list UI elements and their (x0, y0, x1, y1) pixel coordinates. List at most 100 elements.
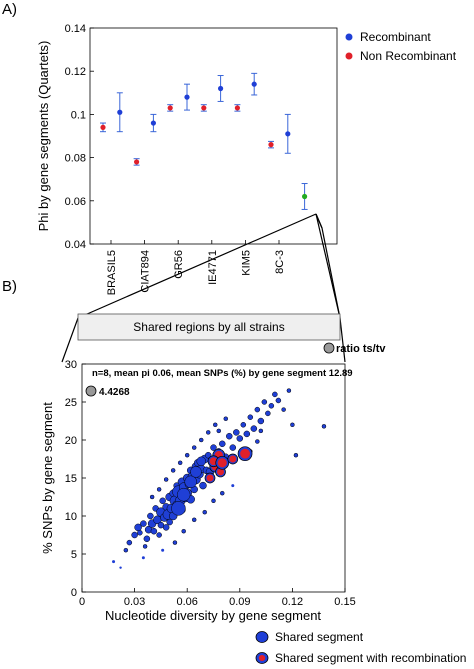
snp-point-recomb-inner (209, 457, 218, 466)
snp-point (143, 535, 151, 543)
snp-point (159, 497, 166, 505)
snp-point (190, 466, 202, 478)
snp-point (281, 407, 286, 412)
phi-point (285, 131, 291, 137)
snp-point (204, 451, 212, 459)
snp-point (137, 529, 143, 536)
snp-point (290, 422, 295, 428)
legend-shared-recomb-inner (258, 655, 266, 661)
snp-point (258, 428, 264, 434)
legend-nonrecombinant-marker (345, 52, 353, 60)
legend-shared-marker (255, 631, 269, 643)
snp-point (243, 430, 251, 438)
legend-recombinant-label: Recombinant (360, 30, 431, 44)
snp-point-recomb-inner (217, 458, 227, 468)
size-legend-label: 4.4268 (99, 387, 130, 398)
snp-point (123, 547, 129, 553)
snp-point (272, 391, 278, 398)
snp-point (131, 531, 138, 539)
snp-point (216, 428, 222, 434)
snp-point-recomb-inner (229, 455, 237, 463)
snp-point (191, 517, 197, 523)
phi-point (251, 81, 257, 87)
snp-point (184, 452, 190, 458)
snp-point (163, 477, 169, 482)
panel-label-b: B) (2, 278, 17, 295)
snp-point (205, 430, 211, 435)
snp-point (112, 560, 116, 564)
snp-point (261, 399, 268, 405)
snp-point (231, 484, 235, 488)
snp-ytick-label: 20 (65, 435, 77, 447)
snp-point-recomb-inner (240, 448, 250, 459)
snp-point (219, 440, 226, 448)
snp-point (150, 527, 158, 535)
snp-point (170, 468, 176, 473)
size-legend-marker (85, 385, 97, 397)
snp-point (142, 544, 148, 549)
snp-point (119, 566, 122, 569)
snp-point (233, 429, 240, 436)
phi-point (218, 85, 224, 92)
snp-chart-ylabel: % SNPs by gene segment (40, 402, 55, 554)
phi-point (134, 159, 140, 165)
phi-chart-frame (89, 27, 338, 245)
phi-xtick-label: 8C-3 (274, 250, 286, 274)
snp-point (176, 487, 191, 502)
snp-point (199, 481, 207, 490)
snp-point (162, 524, 170, 531)
snp-xtick-label: 0.09 (229, 596, 250, 608)
phi-point (201, 105, 207, 111)
phi-point (184, 94, 190, 100)
snp-point (211, 498, 216, 504)
snp-point (226, 432, 233, 440)
snp-xtick-label: 0.03 (124, 596, 145, 608)
snp-point (250, 425, 258, 432)
snp-ytick-label: 0 (71, 587, 77, 599)
snp-point (184, 475, 197, 489)
snp-point (255, 439, 260, 444)
snp-point (236, 435, 244, 442)
snp-point (240, 422, 247, 428)
snp-point (196, 456, 206, 467)
phi-ytick-label: 0.06 (65, 196, 86, 208)
snp-point (223, 416, 229, 421)
snp-point (177, 460, 183, 466)
snp-chart: n=8, mean pi 0.06, mean SNPs (%) by gene… (40, 359, 356, 623)
snp-chart-xlabel: Nucleotide diversity by gene segment (105, 608, 321, 623)
snp-point (126, 539, 133, 546)
snp-point (268, 403, 275, 409)
snp-point (220, 490, 225, 496)
snp-point (140, 520, 147, 527)
snp-point-recomb-inner (206, 474, 214, 482)
snp-point (275, 397, 282, 404)
phi-ytick-label: 0.1 (71, 109, 86, 121)
snp-ytick-label: 15 (65, 473, 77, 485)
snp-point (147, 512, 154, 520)
snp-ytick-label: 30 (65, 359, 77, 371)
phi-point (100, 124, 106, 130)
snp-point (141, 556, 145, 560)
snp-point (321, 424, 327, 429)
snp-point (286, 388, 292, 393)
phi-xtick-label: BRASIL5 (106, 250, 118, 295)
snp-xtick-label: 0.06 (176, 596, 197, 608)
snp-point (156, 487, 162, 492)
phi-point (302, 193, 308, 200)
legend-recombinant-marker (345, 33, 353, 41)
snp-point (161, 548, 165, 552)
snp-xtick-label: 0.15 (334, 596, 355, 608)
snp-point (172, 540, 178, 545)
phi-ytick-label: 0.08 (65, 153, 86, 165)
snp-point (247, 414, 254, 420)
snp-point-recomb-inner (217, 468, 225, 476)
snp-point (265, 410, 271, 417)
phi-xtick-label: IE4771 (207, 250, 219, 285)
snp-xtick-label: 0 (79, 596, 85, 608)
snp-point (210, 444, 217, 451)
snp-point (198, 437, 204, 443)
bottom-legend: Shared segment Shared segment with recom… (255, 630, 466, 665)
snp-ytick-label: 10 (65, 511, 77, 523)
phi-ytick-label: 0.12 (65, 66, 86, 78)
